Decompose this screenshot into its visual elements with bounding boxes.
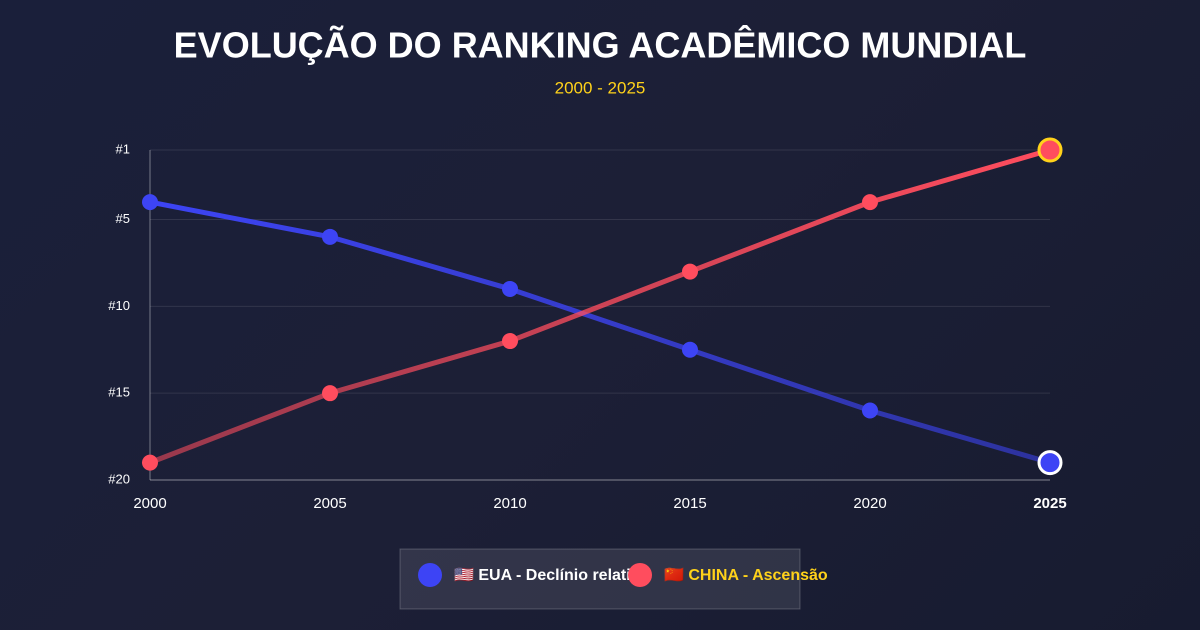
- legend-swatch: [628, 563, 652, 587]
- data-point: [862, 402, 878, 419]
- series-line: [147, 147, 1053, 466]
- y-tick-label: #1: [116, 141, 130, 156]
- x-tick-label: 2015: [673, 495, 706, 512]
- legend-label: 🇺🇸 EUA - Declínio relativo: [454, 566, 650, 584]
- x-tick-label: 2005: [313, 495, 346, 512]
- chart-subtitle: 2000 - 2025: [555, 78, 646, 97]
- data-point: [1037, 450, 1063, 476]
- data-point: [682, 341, 698, 358]
- y-tick-label: #20: [108, 471, 130, 486]
- data-point: [862, 194, 878, 211]
- data-point: [1037, 137, 1063, 163]
- legend-swatch: [418, 563, 442, 587]
- x-tick-label: 2020: [853, 495, 886, 512]
- legend-box: [399, 548, 801, 610]
- y-tick-label: #15: [108, 385, 130, 400]
- data-point: [322, 385, 338, 402]
- y-tick-label: #5: [116, 211, 130, 226]
- x-tick-label: 2010: [493, 495, 526, 512]
- data-point: [682, 263, 698, 280]
- x-tick-label: 2025: [1033, 495, 1066, 512]
- data-point: [322, 228, 338, 245]
- data-point: [502, 333, 518, 350]
- data-point: [142, 454, 158, 471]
- chart-title: EVOLUÇÃO DO RANKING ACADÊMICO MUNDIAL: [174, 24, 1027, 66]
- y-tick-label: #10: [108, 298, 130, 313]
- data-point: [502, 280, 518, 297]
- series-line: [147, 199, 1053, 466]
- legend-label: 🇨🇳 CHINA - Ascensão: [664, 566, 828, 584]
- data-point: [142, 194, 158, 211]
- x-tick-label: 2000: [133, 495, 166, 512]
